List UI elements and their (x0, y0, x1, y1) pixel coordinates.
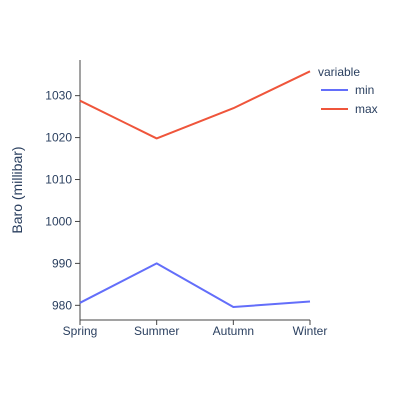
legend-items: min max (321, 83, 378, 116)
legend-item-min[interactable]: min (321, 83, 374, 97)
y-axis-title: Baro (millibar) (9, 146, 25, 233)
x-tick-label: Winter (293, 324, 328, 338)
y-tick-label: 980 (52, 298, 72, 312)
legend-title: variable (318, 65, 360, 79)
y-tick-label: 1010 (45, 173, 72, 187)
x-tick-labels: Spring Summer Autumn Winter (63, 320, 328, 338)
series-layer (79, 70, 311, 308)
x-tick-label: Spring (63, 324, 98, 338)
y-tick-label: 990 (52, 256, 72, 270)
legend[interactable]: variable min max (318, 65, 378, 116)
series-line-min[interactable] (79, 262, 311, 308)
legend-label: min (355, 83, 374, 97)
y-tick-labels: 980 990 1000 1010 1020 1030 (45, 89, 80, 312)
y-tick-label: 1020 (45, 131, 72, 145)
x-tick-label: Autumn (213, 324, 254, 338)
y-tick-label: 1000 (45, 214, 72, 228)
series-line-max[interactable] (79, 70, 311, 140)
legend-item-max[interactable]: max (321, 102, 378, 116)
x-tick-label: Summer (134, 324, 179, 338)
axes-layer (79, 60, 310, 321)
legend-label: max (355, 102, 378, 116)
y-tick-label: 1030 (45, 89, 72, 103)
